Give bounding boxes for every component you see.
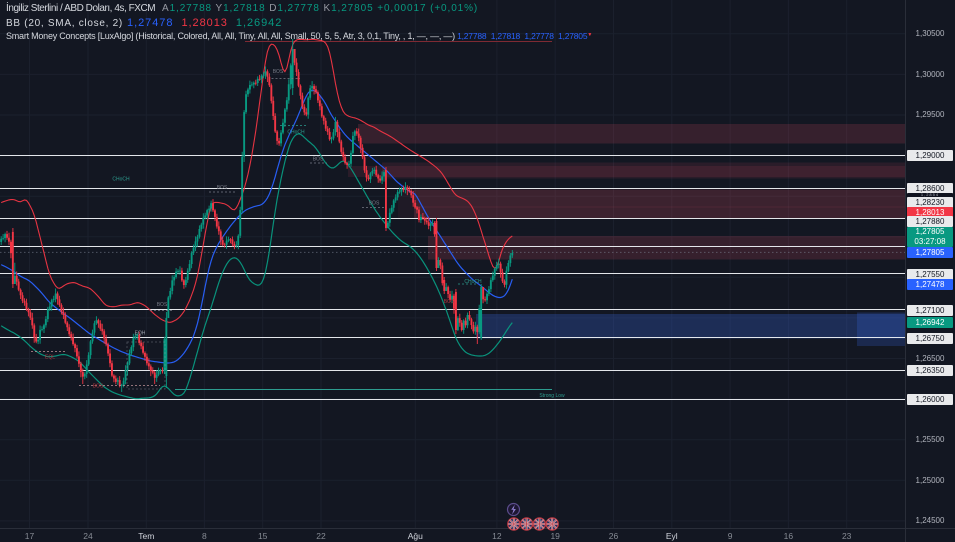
svg-text:CHoCH: CHoCH — [112, 177, 130, 183]
svg-text:BOS: BOS — [444, 299, 455, 305]
svg-text:EQL: EQL — [45, 355, 55, 361]
svg-text:CHoCH: CHoCH — [287, 130, 305, 136]
svg-text:BOS: BOS — [217, 185, 228, 191]
svg-text:BOS: BOS — [157, 302, 168, 308]
svg-text:Strong Low: Strong Low — [539, 393, 565, 399]
svg-text:BOS: BOS — [313, 157, 324, 163]
svg-text:EQH: EQH — [135, 331, 146, 337]
svg-text:BOS: BOS — [369, 201, 380, 207]
svg-text:BOS: BOS — [93, 384, 104, 390]
svg-text:BOS: BOS — [273, 69, 284, 75]
svg-text:CHoCH: CHoCH — [464, 279, 482, 285]
